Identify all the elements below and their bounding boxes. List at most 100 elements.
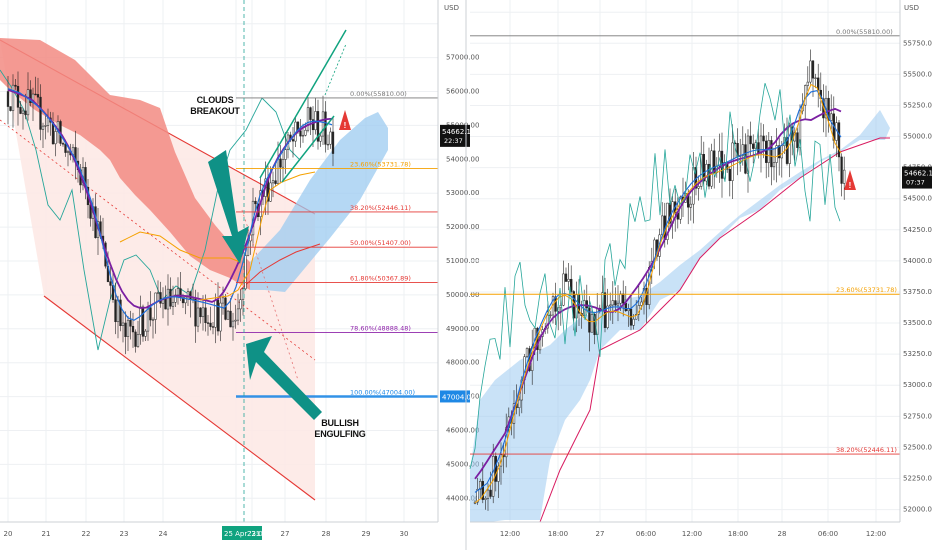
left-time-highlight	[222, 526, 262, 540]
candle-body	[14, 84, 17, 87]
candle-body	[479, 481, 482, 490]
candle-body	[570, 278, 573, 292]
right-tenkan-orange-line	[474, 83, 842, 504]
left-axis-tick-label: 50000.00	[446, 291, 479, 299]
right-cloud-lower-edge	[470, 137, 890, 523]
candle-body	[796, 132, 799, 148]
candle-body	[24, 110, 27, 116]
candle-body	[224, 297, 227, 320]
candle-body	[216, 299, 220, 332]
candle-body	[661, 215, 664, 236]
candle-body	[126, 319, 130, 337]
right-time-tick-label: 12:00	[682, 530, 702, 538]
right-axis-tick-label: 54000.00	[903, 257, 932, 265]
left-last-price-countdown: 22:37	[444, 137, 463, 145]
candle-body	[41, 125, 45, 130]
left-last-price-label: 54662.16	[442, 128, 476, 136]
left-time-tick-label: 27	[281, 530, 290, 538]
candle-body	[486, 489, 490, 499]
candle-body	[585, 300, 588, 309]
right-time-tick-label: 12:00	[866, 530, 886, 538]
candle-body	[830, 113, 833, 121]
candle-body	[244, 255, 247, 290]
candle-body	[234, 319, 237, 322]
annotation-bullish-line-1: BULLISH	[321, 418, 359, 428]
candle-body	[329, 131, 332, 145]
candle-body	[131, 326, 135, 333]
candle-body	[319, 135, 322, 142]
right-time-tick-label: 12:00	[500, 530, 520, 538]
candle-body	[837, 122, 841, 158]
fib-level-label-0: 0.00%(55810.00)	[350, 90, 407, 98]
right-axis-tick-label: 53500.00	[903, 319, 932, 327]
right-time-tick-label: 18:00	[728, 530, 748, 538]
left-last-price-box	[440, 124, 470, 147]
candle-body	[174, 294, 177, 303]
candle-body	[609, 304, 612, 307]
candle-body	[767, 140, 770, 163]
fib-level-label-4: 61.80%(50367.89)	[350, 274, 411, 282]
candle-body	[284, 149, 287, 160]
candle-body	[211, 326, 215, 328]
candle-body	[697, 186, 700, 189]
left-axis-tick-label: 57000.00	[446, 54, 479, 62]
right-warning-icon	[844, 170, 856, 190]
right-axis-tick-label: 52750.00	[903, 412, 932, 420]
candle-body	[154, 292, 157, 320]
left-time-tick-label: 24	[159, 530, 168, 538]
right-axis-tick-label: 53250.00	[903, 350, 932, 358]
right-axis-tick-label: 55500.00	[903, 70, 932, 78]
candle-body	[146, 307, 150, 332]
candle-body	[811, 60, 815, 79]
candle-body	[16, 86, 20, 108]
candle-body	[481, 481, 484, 500]
candle-body	[201, 307, 205, 318]
tenkan-orange-left-line	[119, 231, 241, 263]
left-time-tick-label: 20	[4, 530, 13, 538]
candle-body	[770, 140, 773, 168]
candle-body	[139, 306, 142, 335]
candle-body	[606, 305, 609, 328]
right-time-tick-label: 18:00	[548, 530, 568, 538]
left-time-tick-label: 23:00	[247, 530, 267, 538]
candle-body	[741, 144, 744, 156]
candle-body	[619, 293, 622, 304]
candle-body	[124, 322, 127, 337]
candle-body	[549, 314, 552, 317]
kijun-blue-line	[7, 88, 333, 321]
fib-level-label-1: 23.60%(53731.78)	[350, 160, 411, 168]
candle-body	[199, 307, 202, 318]
annotation-clouds-line-2: BREAKOUT	[190, 106, 240, 116]
rising-channel-upper	[259, 29, 347, 179]
candle-body	[757, 142, 760, 154]
candle-body	[497, 465, 500, 482]
candle-body	[119, 299, 122, 326]
candle-body	[166, 288, 170, 310]
candle-body	[326, 143, 330, 146]
candle-body	[239, 299, 242, 310]
candle-body	[304, 129, 307, 136]
candle-body	[254, 200, 257, 205]
candle-body	[635, 313, 638, 320]
channel-mid-line	[0, 119, 316, 361]
candle-body	[746, 135, 750, 174]
left-axis-tick-label: 49000.00	[446, 325, 479, 333]
candle-body	[611, 300, 614, 306]
candle-body	[271, 180, 275, 184]
right-time-tick-label: 27	[596, 530, 605, 538]
candle-body	[713, 150, 716, 173]
right-fib-level-label-2: 38.20%(52446.11)	[836, 446, 897, 454]
candle-body	[279, 158, 282, 168]
right-axis-tick-label: 52500.00	[903, 443, 932, 451]
left-axis-tick-label: 46000.00	[446, 426, 479, 434]
fib-level-label-3: 50.00%(51407.00)	[350, 239, 411, 247]
candle-body	[149, 307, 152, 321]
candle-body	[588, 307, 591, 333]
left-time-tick-label: 29	[362, 530, 371, 538]
left-time-tick-label: 30	[400, 530, 409, 538]
candle-body	[705, 163, 708, 182]
candle-body	[492, 456, 495, 497]
candle-body	[525, 348, 529, 358]
candle-body	[144, 330, 147, 337]
